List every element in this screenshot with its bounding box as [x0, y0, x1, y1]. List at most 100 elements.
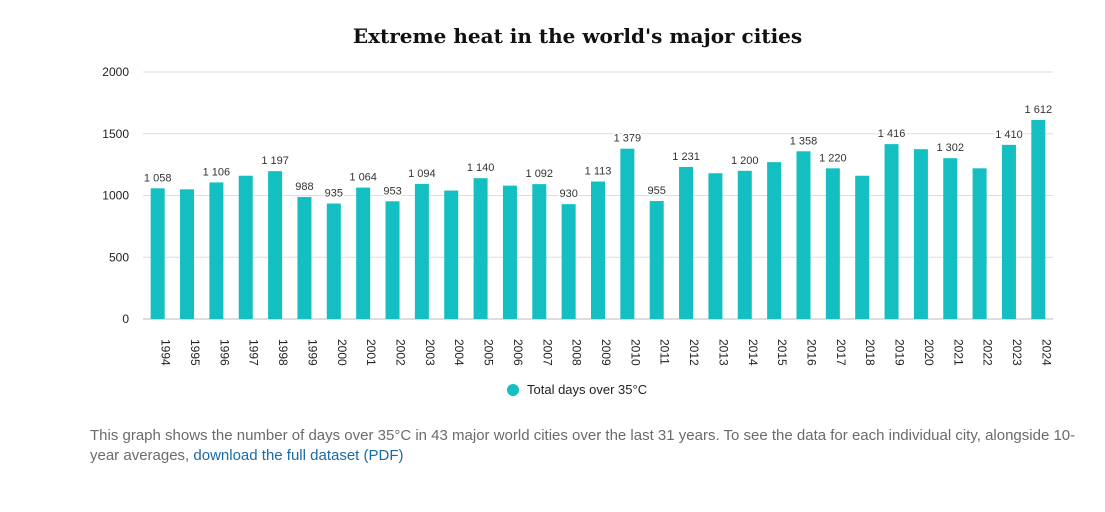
x-tick-label: 2018 [863, 339, 877, 366]
caption-text: This graph shows the number of days over… [90, 427, 1076, 464]
data-label: 1 612 [1025, 104, 1053, 116]
bar[interactable] [649, 201, 664, 319]
data-label: 1 416 [878, 128, 906, 140]
x-tick-label: 2008 [570, 339, 584, 366]
legend-marker [507, 383, 519, 396]
x-tick-label: 2010 [628, 339, 642, 366]
bar[interactable] [180, 189, 195, 319]
data-labels: 1 058 1 106 1 197 988 935 1 064 953 1 094 1 140 1… [142, 102, 1053, 201]
y-tick-label: 1500 [102, 127, 129, 141]
data-label: 1 113 [585, 166, 612, 178]
legend-label: Total days over 35°C [527, 382, 648, 397]
x-tick-label: 2015 [775, 339, 789, 366]
x-tick-label: 2005 [482, 339, 496, 366]
x-tick-label: 1994 [159, 339, 173, 366]
bar[interactable] [1001, 144, 1016, 319]
data-label: 1 220 [819, 152, 847, 164]
bar[interactable] [444, 190, 459, 319]
x-tick-label: 2012 [687, 339, 701, 366]
x-tick-label: 2000 [335, 339, 349, 366]
y-axis-ticks: 0 500 1000 1500 2000 [102, 65, 129, 326]
bar[interactable] [972, 168, 987, 319]
bar[interactable] [414, 183, 429, 319]
data-label: 1 410 [995, 129, 1023, 141]
x-tick-label: 2011 [658, 339, 672, 365]
data-label: 1 231 [672, 151, 700, 163]
chart-title: Extreme heat in the world's major cities [352, 24, 803, 48]
bar[interactable] [620, 148, 635, 319]
legend[interactable]: Total days over 35°C [507, 382, 647, 397]
x-tick-label: 2022 [981, 339, 995, 366]
y-tick-label: 2000 [102, 65, 129, 79]
bar[interactable] [943, 158, 958, 319]
bar[interactable] [238, 175, 253, 319]
data-label: 953 [383, 185, 401, 197]
data-label: 1 197 [261, 155, 289, 167]
data-label: 1 064 [349, 172, 377, 184]
x-tick-label: 1999 [305, 339, 319, 366]
x-tick-label: 2014 [746, 339, 760, 366]
bar[interactable] [679, 166, 694, 319]
x-tick-label: 1997 [247, 339, 261, 366]
data-label: 955 [648, 185, 666, 197]
bar[interactable] [150, 188, 165, 319]
bar[interactable] [297, 196, 312, 319]
x-tick-label: 2007 [540, 339, 554, 366]
x-tick-label: 2021 [951, 339, 965, 366]
bar[interactable] [473, 178, 488, 319]
bar[interactable] [825, 168, 840, 319]
data-label: 1 092 [526, 168, 554, 180]
bar[interactable] [356, 187, 371, 319]
x-tick-label: 2009 [599, 339, 613, 366]
x-tick-label: 1996 [217, 339, 231, 366]
x-tick-label: 1995 [188, 339, 202, 366]
data-label: 1 379 [614, 133, 642, 145]
bar[interactable] [884, 144, 899, 319]
x-tick-label: 2019 [893, 339, 907, 366]
data-label: 935 [325, 188, 343, 200]
bar[interactable] [502, 185, 517, 319]
x-tick-label: 2003 [423, 339, 437, 366]
download-dataset-link[interactable]: download the full dataset (PDF) [193, 447, 404, 464]
data-label: 1 094 [408, 168, 436, 180]
x-tick-label: 2017 [834, 339, 848, 366]
data-label: 1 140 [467, 162, 495, 174]
data-label: 1 106 [203, 166, 231, 178]
data-label: 1 358 [790, 135, 818, 147]
data-label: 1 058 [144, 172, 172, 184]
x-tick-label: 2020 [922, 339, 936, 366]
bar[interactable] [767, 162, 782, 319]
bar[interactable] [855, 175, 870, 319]
data-label: 1 302 [936, 142, 964, 154]
x-tick-label: 2006 [511, 339, 525, 366]
bar[interactable] [268, 171, 283, 319]
bar[interactable] [561, 204, 576, 319]
x-tick-label: 2001 [364, 339, 378, 366]
data-label: 1 200 [731, 155, 759, 167]
y-tick-label: 500 [109, 250, 129, 264]
x-tick-label: 2023 [1010, 339, 1024, 366]
x-tick-label: 2004 [452, 339, 466, 366]
bar[interactable] [913, 149, 928, 319]
x-axis-ticks: 1994 1995 1996 1997 1998 1999 2000 2001 2002 2003… [159, 339, 1054, 366]
x-tick-label: 2002 [394, 339, 408, 366]
data-label: 988 [295, 181, 313, 193]
data-label: 930 [559, 188, 577, 200]
x-tick-label: 1998 [276, 339, 290, 366]
y-tick-label: 1000 [102, 189, 129, 203]
x-tick-label: 2016 [804, 339, 818, 366]
chart-caption: This graph shows the number of days over… [90, 426, 1080, 466]
bar[interactable] [209, 182, 224, 319]
bar[interactable] [385, 201, 400, 319]
bar[interactable] [532, 184, 547, 319]
bar[interactable] [708, 173, 723, 319]
bar[interactable] [1031, 119, 1046, 319]
x-tick-label: 2024 [1039, 339, 1053, 366]
y-tick-label: 0 [122, 312, 129, 326]
bar[interactable] [737, 170, 752, 319]
bar[interactable] [326, 203, 341, 319]
bar[interactable] [591, 181, 605, 319]
bar[interactable] [796, 151, 811, 319]
x-tick-label: 2013 [716, 339, 730, 366]
